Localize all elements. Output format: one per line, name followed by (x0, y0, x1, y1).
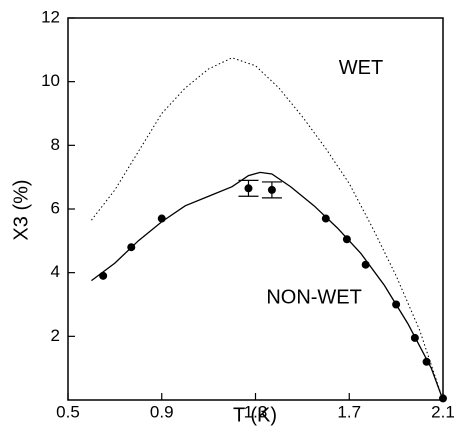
x-tick-label: 2.1 (431, 402, 455, 421)
x-axis-label: T (K) (233, 404, 277, 426)
y-tick-label: 10 (41, 71, 60, 90)
data-point (392, 300, 401, 309)
y-tick-label: 6 (51, 198, 60, 217)
y-tick-label: 2 (51, 326, 60, 345)
x-tick-label: 1.7 (337, 402, 361, 421)
data-point (422, 357, 431, 366)
plot-frame (67, 17, 444, 401)
data-point (342, 235, 351, 244)
x-tick-label: 0.9 (150, 402, 174, 421)
data-point (127, 243, 136, 252)
curve (91, 171, 444, 401)
y-tick-label: 12 (41, 7, 60, 26)
data-point (267, 185, 276, 194)
x-tick-label: 1.3 (244, 402, 268, 421)
curve (91, 57, 444, 401)
data-point (410, 333, 419, 342)
data-point (99, 271, 108, 280)
y-axis-label: X3 (%) (10, 179, 32, 240)
data-point (439, 394, 447, 403)
annotation: NON-WET (266, 286, 362, 308)
annotation: WET (339, 57, 383, 79)
x-tick-label: 0.5 (56, 402, 80, 421)
data-point (321, 214, 330, 223)
data-point (361, 260, 370, 269)
data-point (244, 184, 253, 193)
y-tick-label: 8 (51, 135, 60, 154)
data-point (157, 214, 166, 223)
y-tick-label: 4 (51, 262, 60, 281)
